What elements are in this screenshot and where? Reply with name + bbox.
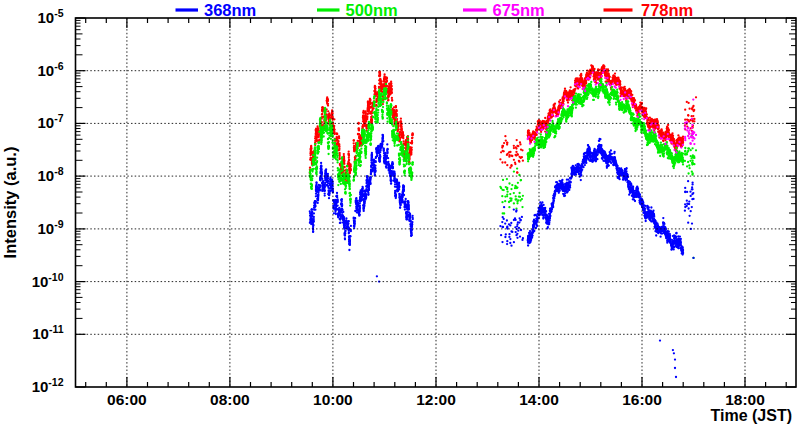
svg-text:500nm: 500nm (346, 1, 398, 19)
svg-text:10-12: 10-12 (32, 376, 64, 395)
svg-text:Intensity (a.u.): Intensity (a.u.) (1, 147, 19, 259)
svg-text:10-9: 10-9 (37, 218, 63, 237)
svg-text:12:00: 12:00 (416, 391, 456, 408)
svg-text:10-8: 10-8 (37, 165, 63, 184)
svg-text:10:00: 10:00 (313, 391, 353, 408)
svg-text:06:00: 06:00 (107, 391, 147, 408)
svg-text:675nm: 675nm (493, 1, 545, 19)
svg-text:10-10: 10-10 (32, 271, 64, 290)
svg-text:10-5: 10-5 (37, 7, 63, 26)
svg-text:10-7: 10-7 (37, 112, 63, 131)
svg-text:Time (JST): Time (JST) (711, 407, 793, 424)
svg-text:08:00: 08:00 (210, 391, 250, 408)
svg-text:368nm: 368nm (204, 1, 256, 19)
svg-text:10-6: 10-6 (37, 60, 63, 79)
svg-text:18:00: 18:00 (725, 391, 765, 408)
svg-text:10-11: 10-11 (32, 323, 63, 342)
svg-text:16:00: 16:00 (622, 391, 662, 408)
svg-text:778nm: 778nm (641, 1, 693, 19)
svg-text:14:00: 14:00 (519, 391, 559, 408)
